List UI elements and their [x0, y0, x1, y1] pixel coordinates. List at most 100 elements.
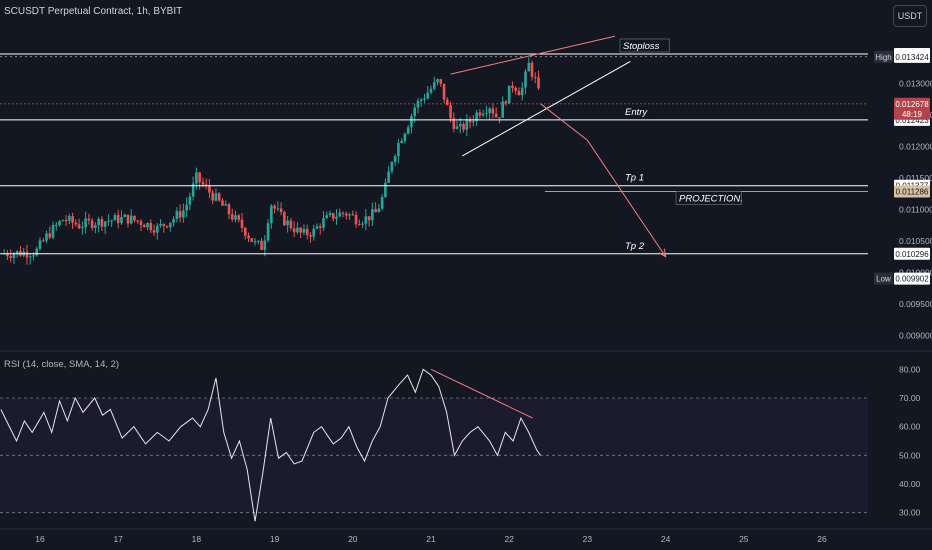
countdown-label: 48:19: [902, 110, 923, 119]
projection-arrowhead: [658, 248, 667, 258]
price-tick-label: 0.009500: [899, 299, 932, 309]
rsi-tick-label: 80.00: [899, 364, 921, 374]
candle-body: [481, 113, 485, 116]
candle-body: [25, 251, 29, 258]
candle-body: [217, 193, 221, 201]
low-price-label-bg: [894, 272, 930, 285]
candle-body: [328, 213, 332, 216]
candle-body: [354, 214, 358, 225]
candle-body: [257, 240, 260, 242]
candle-body: [494, 113, 498, 118]
wedge-upper-line: [450, 35, 615, 75]
price-tick-label: 0.009000: [899, 330, 932, 340]
candle-body: [455, 126, 459, 129]
candle-body: [126, 214, 130, 224]
candle-body: [400, 140, 403, 143]
candle-body: [296, 227, 299, 233]
time-tick-label: 20: [348, 534, 358, 544]
candle-body: [90, 220, 94, 228]
candle-body: [318, 226, 322, 228]
candle-body: [273, 205, 276, 209]
current-price-label: 0.012678: [895, 100, 929, 109]
rsi-line: [0, 368, 541, 522]
rsi-tick-label: 40.00: [899, 479, 921, 489]
candle-body: [429, 88, 433, 93]
time-tick-label: 21: [426, 534, 436, 544]
candle-body: [315, 226, 319, 229]
entry-annotation-bg: [622, 104, 655, 118]
candle-body: [103, 221, 107, 227]
candle-body: [325, 215, 329, 219]
candle-body: [364, 216, 368, 224]
candle-body: [459, 123, 462, 127]
candle-body: [32, 255, 35, 257]
candle-body: [367, 216, 371, 221]
candle-body: [208, 185, 211, 193]
candle-body: [416, 100, 420, 108]
candle-body: [175, 211, 179, 220]
projection-annotation: PROJECTION.: [679, 193, 743, 204]
candle-body: [276, 208, 280, 210]
candle-body: [188, 196, 192, 205]
candle-body: [74, 222, 78, 225]
candle-body: [84, 218, 87, 228]
candle-body: [524, 71, 527, 88]
low-tag-bg: [874, 272, 893, 285]
time-tick-label: 25: [739, 534, 749, 544]
candle-body: [58, 221, 61, 225]
candle-body: [341, 212, 345, 214]
candle-body: [45, 233, 48, 241]
currency-button[interactable]: USDT: [893, 5, 927, 27]
candle-body: [387, 171, 390, 183]
candle-body: [491, 108, 495, 114]
candle-body: [247, 235, 250, 239]
candle-body: [537, 77, 540, 89]
candle-body: [136, 220, 140, 222]
candle-body: [94, 225, 97, 228]
candle-body: [351, 214, 355, 216]
candle-body: [335, 216, 338, 219]
candle-body: [237, 215, 241, 220]
candle-body: [201, 182, 205, 185]
candle-body: [41, 240, 45, 242]
candle-body: [384, 182, 387, 197]
candle-body: [97, 218, 100, 226]
candle-body: [371, 209, 374, 221]
candle-body: [403, 133, 407, 141]
price-tick-label: 0.010000: [899, 267, 932, 277]
time-tick-label: 18: [192, 534, 202, 544]
candle-body: [452, 118, 456, 129]
candle-body: [338, 212, 342, 217]
candle-body: [377, 208, 381, 213]
high-price-label: 0.013424: [895, 53, 929, 62]
candle-body: [501, 101, 504, 118]
candle-body: [198, 172, 201, 183]
candle-body: [224, 204, 228, 206]
tp2-annotation: Tp 2: [625, 241, 645, 252]
projection-price-label-bg: [894, 185, 930, 198]
candle-body: [129, 215, 133, 224]
candle-body: [182, 210, 185, 218]
projection-price-label: 0.011286: [896, 187, 929, 196]
candle-body: [221, 200, 224, 206]
candle-body: [322, 218, 325, 228]
time-tick-label: 19: [270, 534, 280, 544]
candle-body: [87, 218, 91, 221]
candle-body: [100, 218, 104, 227]
candle-body: [133, 215, 136, 221]
rsi-tick-label: 30.00: [899, 508, 921, 518]
candle-body: [146, 223, 149, 228]
candle-body: [12, 254, 16, 258]
candle-body: [234, 215, 237, 220]
candle-body: [530, 62, 534, 77]
candle-body: [478, 112, 482, 116]
candle-body: [48, 233, 52, 238]
candle-body: [472, 121, 475, 123]
price-tick-label: 0.011500: [899, 173, 932, 183]
candle-body: [498, 117, 501, 119]
candle-body: [64, 220, 68, 222]
candle-body: [358, 224, 361, 226]
projection-annotation-bg: [675, 191, 742, 205]
time-tick-label: 23: [583, 534, 593, 544]
